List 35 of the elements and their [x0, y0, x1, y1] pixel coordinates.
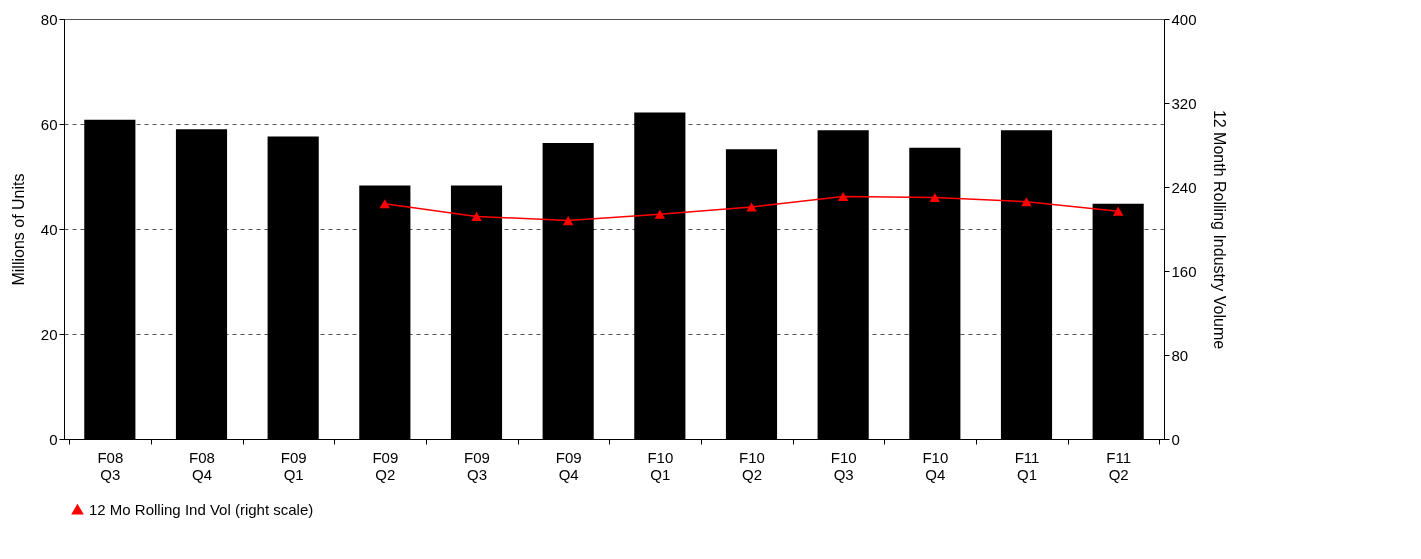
y-tick-label: 0 — [49, 430, 58, 448]
y-axis-title: Millions of Units — [9, 173, 27, 286]
point — [837, 191, 849, 201]
point — [379, 199, 391, 209]
y2-axis-title: 12 Month Rolling Industry Volume — [1210, 109, 1228, 350]
x-tick-label: F09 Q4 — [555, 448, 582, 483]
point — [471, 211, 482, 221]
y2-tick-label: 320 — [1171, 94, 1197, 112]
x-tick-label: F10 Q3 — [830, 448, 857, 483]
x-tick-label: F09 Q1 — [280, 448, 307, 483]
x-tick-label: F10 Q1 — [647, 448, 674, 483]
point — [1021, 197, 1032, 207]
x-tick-label: F10 Q2 — [739, 448, 765, 483]
x-tick-label: F08 Q4 — [189, 448, 215, 483]
y2-tick-label: 160 — [1171, 262, 1197, 280]
y2-tick-label: 0 — [1171, 430, 1180, 448]
y2-tick-label: 400 — [1171, 10, 1197, 28]
y2-tick-label: 80 — [1171, 346, 1189, 364]
point — [746, 202, 757, 212]
y-tick-label: 60 — [40, 115, 58, 133]
y-tick-label: 80 — [40, 10, 58, 28]
x-tick-label: F11 Q1 — [1014, 448, 1040, 483]
x-tick-label: F10 Q4 — [922, 448, 949, 483]
point — [562, 216, 574, 226]
y-tick-label: 40 — [40, 220, 58, 238]
x-tick-label: F09 Q2 — [372, 448, 399, 483]
y2-tick-label: 240 — [1171, 178, 1197, 196]
x-tick-label: F11 Q2 — [1106, 448, 1132, 483]
y-tick-label: 20 — [40, 325, 58, 343]
point — [1112, 206, 1124, 216]
point — [654, 209, 666, 219]
x-tick-label: F08 Q3 — [97, 448, 124, 483]
x-tick-label: F09 Q3 — [464, 448, 490, 483]
point — [929, 192, 941, 203]
legend-label: 12 Mo Rolling Ind Vol (right scale) — [89, 500, 314, 518]
